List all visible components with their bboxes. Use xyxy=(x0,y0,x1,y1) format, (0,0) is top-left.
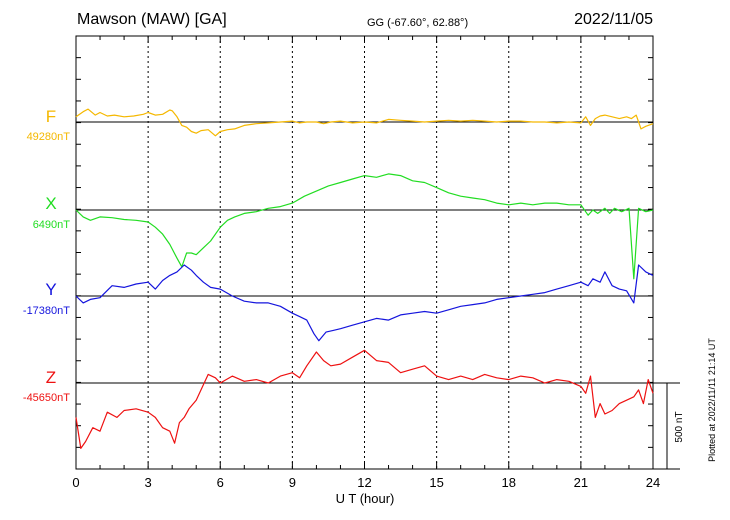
series-name-y: Y xyxy=(45,280,56,299)
trace-z xyxy=(75,349,654,449)
x-tick-label: 15 xyxy=(429,475,443,490)
x-tick-label: 24 xyxy=(646,475,660,490)
series-labels: F 49280nT X 6490nT Y -17380nT Z -45650nT xyxy=(23,107,70,404)
x-tick-label: 18 xyxy=(502,475,516,490)
trace-y xyxy=(75,264,654,342)
traces xyxy=(75,108,654,449)
plotted-note: Plotted at 2022/11/11 21:14 UT xyxy=(707,338,717,462)
x-tick-label: 21 xyxy=(574,475,588,490)
x-tick-label: 0 xyxy=(72,475,79,490)
scale-bar: 500 nT xyxy=(653,382,685,470)
series-baseline-z: -45650nT xyxy=(23,392,70,404)
chart-title: Mawson (MAW) [GA] xyxy=(77,11,227,28)
series-name-x: X xyxy=(45,194,56,213)
x-axis-label: U T (hour) xyxy=(336,491,395,506)
series-name-z: Z xyxy=(46,368,56,387)
trace-f xyxy=(75,108,654,137)
station-coordinates: GG (-67.60°, 62.88°) xyxy=(367,17,468,29)
x-tick-label: 9 xyxy=(289,475,296,490)
axis-ticks: 0 3 6 9 12 15 18 21 24 xyxy=(72,35,660,490)
scale-bar-label: 500 nT xyxy=(674,411,685,442)
x-tick-label: 6 xyxy=(217,475,224,490)
trace-x xyxy=(75,173,654,280)
grid xyxy=(147,36,582,469)
series-baseline-f: 49280nT xyxy=(27,131,71,143)
series-baseline-x: 6490nT xyxy=(33,219,71,231)
chart-date: 2022/11/05 xyxy=(574,11,653,28)
series-name-f: F xyxy=(46,107,56,126)
x-tick-label: 3 xyxy=(145,475,152,490)
x-tick-label: 12 xyxy=(357,475,371,490)
series-baseline-y: -17380nT xyxy=(23,305,70,317)
